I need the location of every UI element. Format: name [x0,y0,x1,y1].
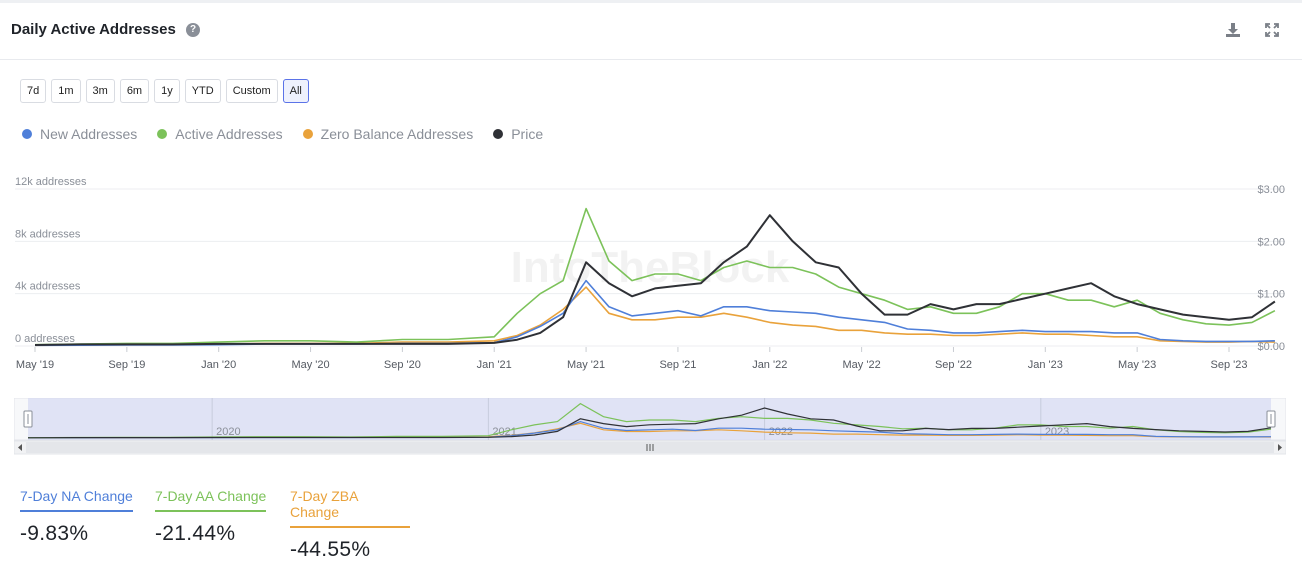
range-3m-button[interactable]: 3m [85,79,115,103]
x-tick-label: Sep '20 [384,359,421,371]
stat-aa-change: 7-Day AA Change -21.44% [155,488,275,562]
stat-label: 7-Day AA Change [155,488,267,512]
y-left-tick-label: 0 addresses [15,333,75,345]
x-tick-label: May '20 [291,359,329,371]
range-6m-button[interactable]: 6m [119,79,150,103]
stat-value: -9.83% [20,522,89,545]
navigator-series-line [27,402,1272,439]
range-custom-button[interactable]: Custom [225,79,278,103]
stats-row: 7-Day NA Change -9.83% 7-Day AA Change -… [20,488,410,562]
question-circle-icon[interactable]: ? [186,23,200,37]
navigator-year-label: 2020 [216,426,240,438]
main-chart[interactable]: 0 addresses 4k addresses 8k addresses 12k a… [0,170,1302,385]
chart-legend: New Addresses Active Addresses Zero Bala… [22,126,543,142]
expand-icon[interactable] [1262,20,1282,40]
x-tick-label: Sep '19 [108,359,145,371]
navigator-series-line [27,407,1272,439]
y-left-tick-label: 4k addresses [15,281,81,293]
watermark-logo: IntoTheBlock [511,243,790,292]
legend-label: Price [511,126,544,142]
page-title: Daily Active Addresses [11,21,176,38]
stat-na-change: 7-Day NA Change -9.83% [20,488,140,562]
range-1y-button[interactable]: 1y [154,79,180,103]
x-tick-label: May '23 [1118,359,1156,371]
legend-item-zero-balance-addresses[interactable]: Zero Balance Addresses [302,126,474,142]
range-all-button[interactable]: All [282,79,309,103]
x-tick-label: May '19 [16,359,54,371]
y-right-tick-label: $0.00 [1257,341,1285,353]
legend-item-new-addresses[interactable]: New Addresses [22,126,137,142]
download-icon[interactable] [1223,20,1243,40]
stat-zba-change: 7-Day ZBA Change -44.55% [290,488,410,562]
y-right-tick-label: $2.00 [1257,236,1285,248]
navigator-selection [28,398,1271,440]
legend-dot-icon [22,129,32,139]
x-tick-label: Jan '20 [201,359,236,371]
series-line-price [34,214,1276,346]
scroll-left-icon [18,444,22,451]
x-tick-label: Sep '23 [1211,359,1248,371]
legend-label: Active Addresses [175,126,283,142]
series-line-active-addresses [34,207,1276,346]
y-right-tick-label: $3.00 [1257,184,1285,196]
stat-label: 7-Day ZBA Change [290,488,410,528]
legend-dot-icon [493,129,504,139]
stat-value: -44.55% [290,538,371,561]
scroll-right-icon [1278,444,1282,451]
legend-item-active-addresses[interactable]: Active Addresses [157,126,283,142]
navigator-year-label: 2023 [1045,426,1069,438]
range-selector: 7d 1m 3m 6m 1y YTD Custom All [20,79,309,103]
x-tick-label: Sep '22 [935,359,972,371]
header-divider [0,59,1302,60]
x-tick-label: Jan '21 [477,359,512,371]
top-border [0,0,1302,3]
x-tick-label: Sep '21 [659,359,696,371]
series-line-zero-balance-addresses [34,286,1275,347]
navigator[interactable]: 2020 2021 2022 2023 [14,398,1286,456]
legend-label: New Addresses [40,126,138,142]
y-left-tick-label: 8k addresses [15,228,81,240]
legend-label: Zero Balance Addresses [320,126,474,142]
range-ytd-button[interactable]: YTD [184,79,221,103]
range-7d-button[interactable]: 7d [20,79,47,103]
y-right-tick-label: $1.00 [1257,289,1285,301]
legend-dot-icon [157,129,168,139]
x-tick-label: Jan '22 [752,359,787,371]
x-tick-label: May '21 [567,359,605,371]
stat-label: 7-Day NA Change [20,488,133,512]
x-tick-label: May '22 [843,359,881,371]
range-1m-button[interactable]: 1m [51,79,81,103]
legend-item-price[interactable]: Price [493,126,543,142]
legend-dot-icon [302,129,313,139]
x-tick-label: Jan '23 [1028,359,1063,371]
y-left-tick-label: 12k addresses [15,176,87,188]
stat-value: -21.44% [155,522,236,545]
